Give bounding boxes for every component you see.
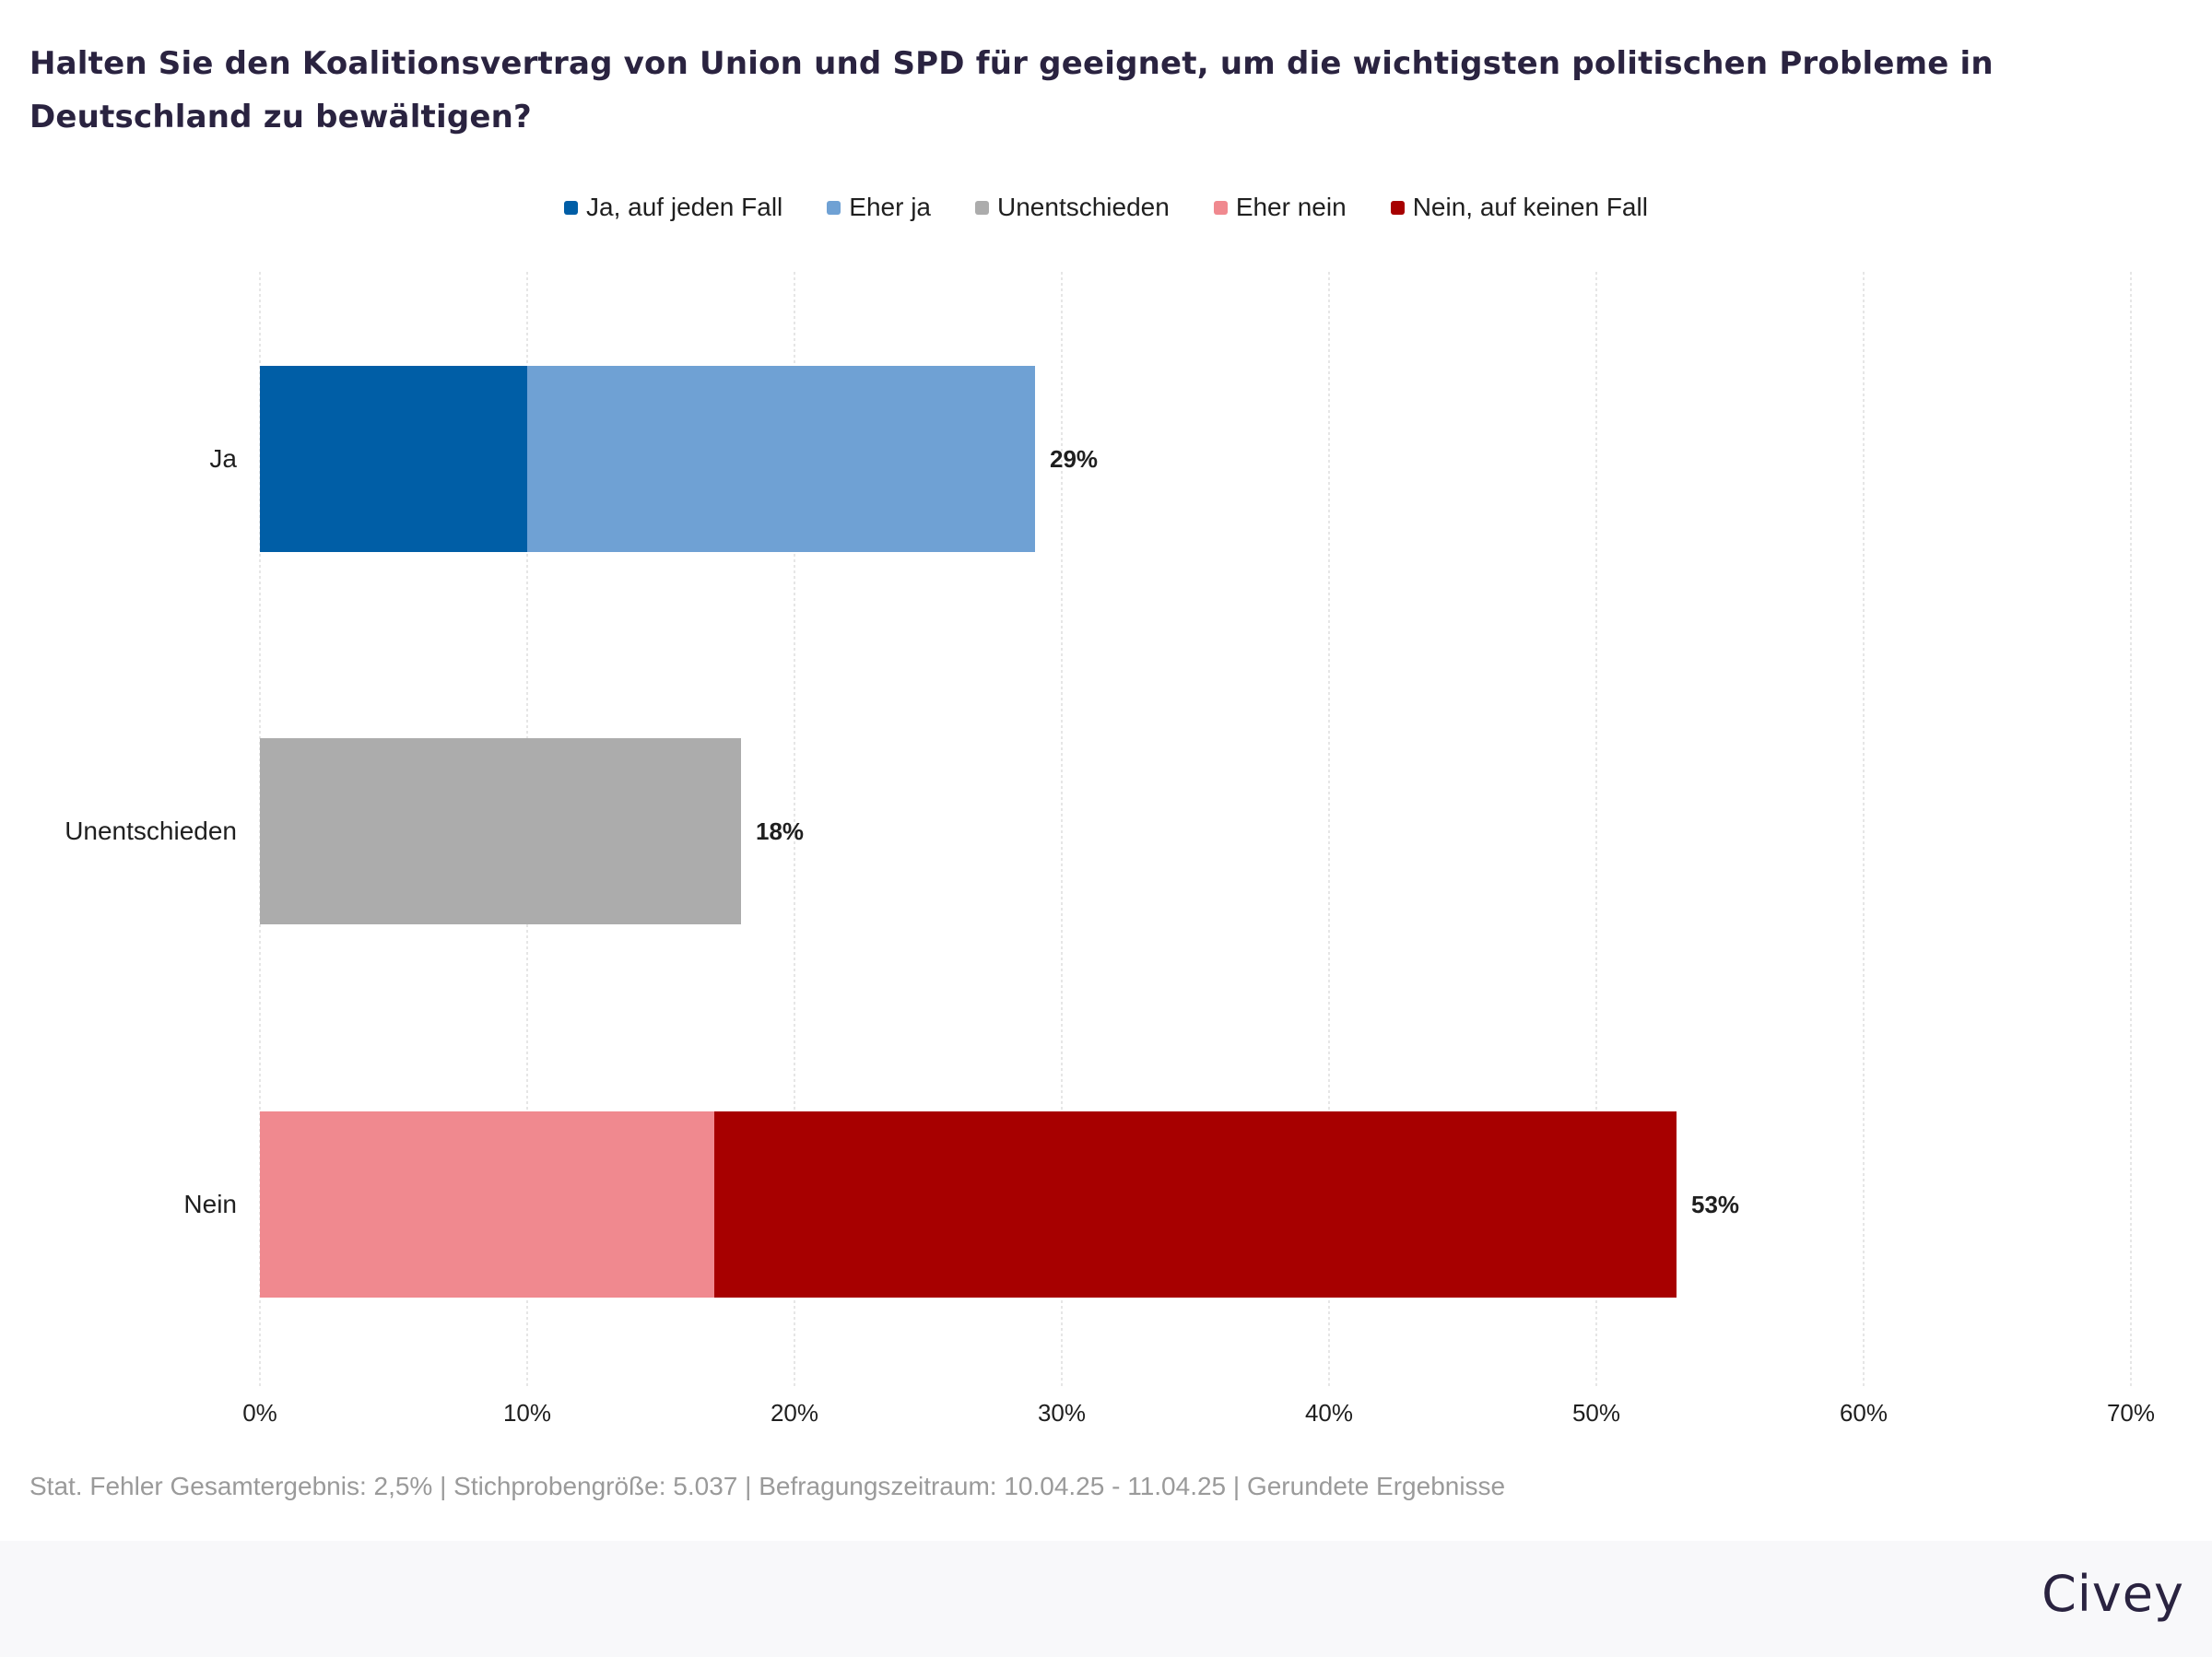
legend-label: Eher ja <box>849 193 931 221</box>
labels: 0% 10% 20% 30% 40% 50% 60% 70% Ja 29% Unentschiede… <box>65 444 2155 1427</box>
category-label: Nein <box>183 1190 237 1218</box>
total-value-label: 18% <box>756 817 804 845</box>
x-tick-label: 70% <box>2107 1399 2155 1427</box>
legend-label: Ja, auf jeden Fall <box>586 193 783 221</box>
survey-footnote: Stat. Fehler Gesamtergebnis: 2,5% | Stic… <box>29 1472 1506 1500</box>
legend-swatch <box>1390 200 1405 215</box>
legend-item: Eher ja <box>827 193 931 222</box>
legend-label: Eher nein <box>1235 193 1347 221</box>
legend-item: Ja, auf jeden Fall <box>564 193 782 222</box>
x-tick-label: 0% <box>242 1399 277 1427</box>
chart-legend: Ja, auf jeden Fall Eher ja Unentschieden Eh… <box>0 189 2212 226</box>
total-value-label: 29% <box>1050 445 1098 473</box>
x-tick-label: 20% <box>771 1399 818 1427</box>
bar-segment <box>714 1111 1677 1298</box>
legend-label: Unentschieden <box>997 193 1170 221</box>
category-label: Unentschieden <box>65 817 237 845</box>
legend-label: Nein, auf keinen Fall <box>1412 193 1648 221</box>
bar-chart: 0% 10% 20% 30% 40% 50% 60% 70% Ja 29% Unentschiede… <box>65 272 2155 1427</box>
legend-item: Eher nein <box>1213 193 1347 222</box>
brand-logo: Civey <box>2041 1565 2184 1623</box>
category-label: Ja <box>209 444 237 473</box>
legend-item: Unentschieden <box>975 193 1170 222</box>
bar-segment <box>260 366 527 552</box>
x-tick-label: 60% <box>1840 1399 1888 1427</box>
x-tick-label: 30% <box>1038 1399 1086 1427</box>
legend-swatch <box>1213 200 1228 215</box>
chart-title: Halten Sie den Koalitionsvertrag von Uni… <box>29 45 1994 135</box>
legend-swatch <box>827 200 841 215</box>
bar-segment <box>260 1111 714 1298</box>
bar-segment <box>260 738 741 924</box>
x-tick-label: 10% <box>503 1399 551 1427</box>
footer-band <box>0 1541 2212 1657</box>
legend-swatch <box>564 200 579 215</box>
total-value-label: 53% <box>1691 1191 1739 1218</box>
bar-segment <box>527 366 1035 552</box>
bars <box>260 366 1677 1298</box>
legend-swatch <box>975 200 989 215</box>
x-tick-label: 40% <box>1305 1399 1353 1427</box>
legend-item: Nein, auf keinen Fall <box>1390 193 1648 222</box>
x-tick-label: 50% <box>1572 1399 1620 1427</box>
